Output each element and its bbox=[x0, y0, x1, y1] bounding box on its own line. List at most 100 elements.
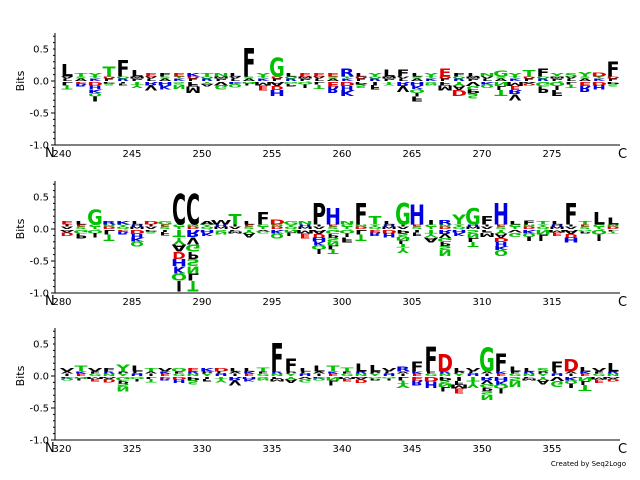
residue-letter-negative: S bbox=[145, 231, 157, 234]
residue-letter: P bbox=[383, 78, 396, 82]
residue-letter-negative: Q bbox=[339, 229, 355, 234]
residue-letter: K bbox=[75, 371, 89, 374]
residue-letter-negative: T bbox=[145, 378, 156, 383]
residue-letter: L bbox=[62, 78, 73, 82]
residue-letter: F bbox=[410, 360, 423, 375]
residue-letter-negative: Y bbox=[395, 382, 411, 389]
residue-letter-negative: E bbox=[593, 378, 604, 383]
residue-letter: F bbox=[425, 371, 436, 374]
residue-letter: P bbox=[117, 371, 129, 374]
residue-letter: S bbox=[327, 76, 339, 79]
residue-letter-negative: N bbox=[577, 375, 593, 381]
residue-letter: N bbox=[522, 373, 536, 377]
residue-letter-negative: T bbox=[424, 229, 438, 234]
residue-letter-negative: Y bbox=[241, 229, 258, 234]
residue-letter: H bbox=[382, 224, 396, 227]
residue-letter: R bbox=[537, 78, 550, 82]
residue-letter: L bbox=[131, 68, 144, 79]
residue-letter-negative: P bbox=[102, 81, 116, 83]
residue-letter-negative: T bbox=[494, 88, 507, 96]
residue-letter: K bbox=[509, 78, 523, 82]
residue-letter: F bbox=[257, 371, 268, 374]
residue-letter: F bbox=[102, 368, 115, 373]
residue-letter: G bbox=[465, 204, 481, 230]
residue-letter: I bbox=[316, 224, 322, 227]
residue-letter-negative: N bbox=[241, 82, 257, 84]
residue-letter-negative: F bbox=[117, 83, 128, 86]
residue-letter: Y bbox=[200, 224, 214, 227]
residue-letter: E bbox=[243, 224, 254, 227]
residue-letter: M bbox=[549, 76, 565, 79]
letter-stacks: IAVKQEKTNLGFVMENRFADYPYGPSNHLLQIIATLTEKV… bbox=[60, 336, 621, 401]
residue-letter-negative: K bbox=[243, 378, 257, 382]
residue-letter-negative: N bbox=[186, 263, 200, 274]
residue-letter-negative: M bbox=[521, 378, 537, 381]
residue-letter: Y bbox=[452, 224, 466, 227]
residue-letter: R bbox=[396, 366, 411, 374]
residue-letter: F bbox=[270, 336, 283, 382]
residue-letter: T bbox=[522, 68, 536, 79]
logo-panels: 0.5 0.0 -0.5 -1.0 Bits N C 240 245 250 255 260 265 27… bbox=[14, 33, 627, 457]
residue-letter: I bbox=[64, 373, 70, 377]
residue-letter: L bbox=[75, 221, 87, 226]
residue-letter: L bbox=[146, 78, 157, 82]
residue-letter: P bbox=[215, 78, 228, 82]
x-tick-label: 260 bbox=[332, 149, 351, 160]
x-tick-label: 240 bbox=[52, 149, 71, 160]
residue-letter: L bbox=[482, 78, 493, 82]
residue-letter: D bbox=[591, 72, 607, 78]
residue-letter: I bbox=[64, 224, 70, 227]
residue-letter-negative: A bbox=[285, 378, 299, 383]
residue-letter-negative: P bbox=[144, 229, 158, 231]
residue-letter: L bbox=[509, 366, 521, 374]
residue-letter: Y bbox=[507, 73, 524, 78]
residue-letter: A bbox=[565, 371, 578, 374]
residue-letter-negative: L bbox=[286, 231, 297, 236]
residue-letter-negative: K bbox=[494, 245, 510, 251]
residue-letter: Y bbox=[368, 224, 382, 227]
residue-letter-negative: Y bbox=[214, 378, 228, 383]
residue-letter-negative: V bbox=[145, 84, 158, 92]
residue-letter-negative: F bbox=[522, 376, 535, 378]
x-tick-label: 255 bbox=[262, 149, 281, 160]
residue-letter-negative: I bbox=[371, 81, 378, 86]
residue-letter: L bbox=[230, 78, 241, 82]
residue-letter-negative: P bbox=[354, 81, 368, 85]
residue-letter-negative: R bbox=[480, 376, 495, 381]
residue-letter: T bbox=[536, 221, 550, 226]
residue-letter-negative: M bbox=[269, 378, 285, 382]
x-tick-label: 340 bbox=[332, 444, 351, 455]
residue-letter-negative: P bbox=[606, 81, 620, 84]
residue-letter-negative: Y bbox=[493, 228, 509, 234]
residue-letter-negative: P bbox=[466, 88, 480, 94]
residue-letter-negative: N bbox=[438, 248, 452, 257]
residue-letter: T bbox=[173, 226, 184, 230]
residue-letter: N bbox=[438, 373, 452, 377]
residue-letter: T bbox=[425, 226, 436, 230]
residue-letter: D bbox=[606, 76, 619, 79]
residue-letter: Y bbox=[367, 73, 384, 78]
residue-letter: K bbox=[579, 371, 593, 374]
residue-letter-negative: T bbox=[467, 240, 479, 249]
residue-letter: V bbox=[565, 76, 578, 79]
residue-letter: Q bbox=[536, 76, 550, 79]
